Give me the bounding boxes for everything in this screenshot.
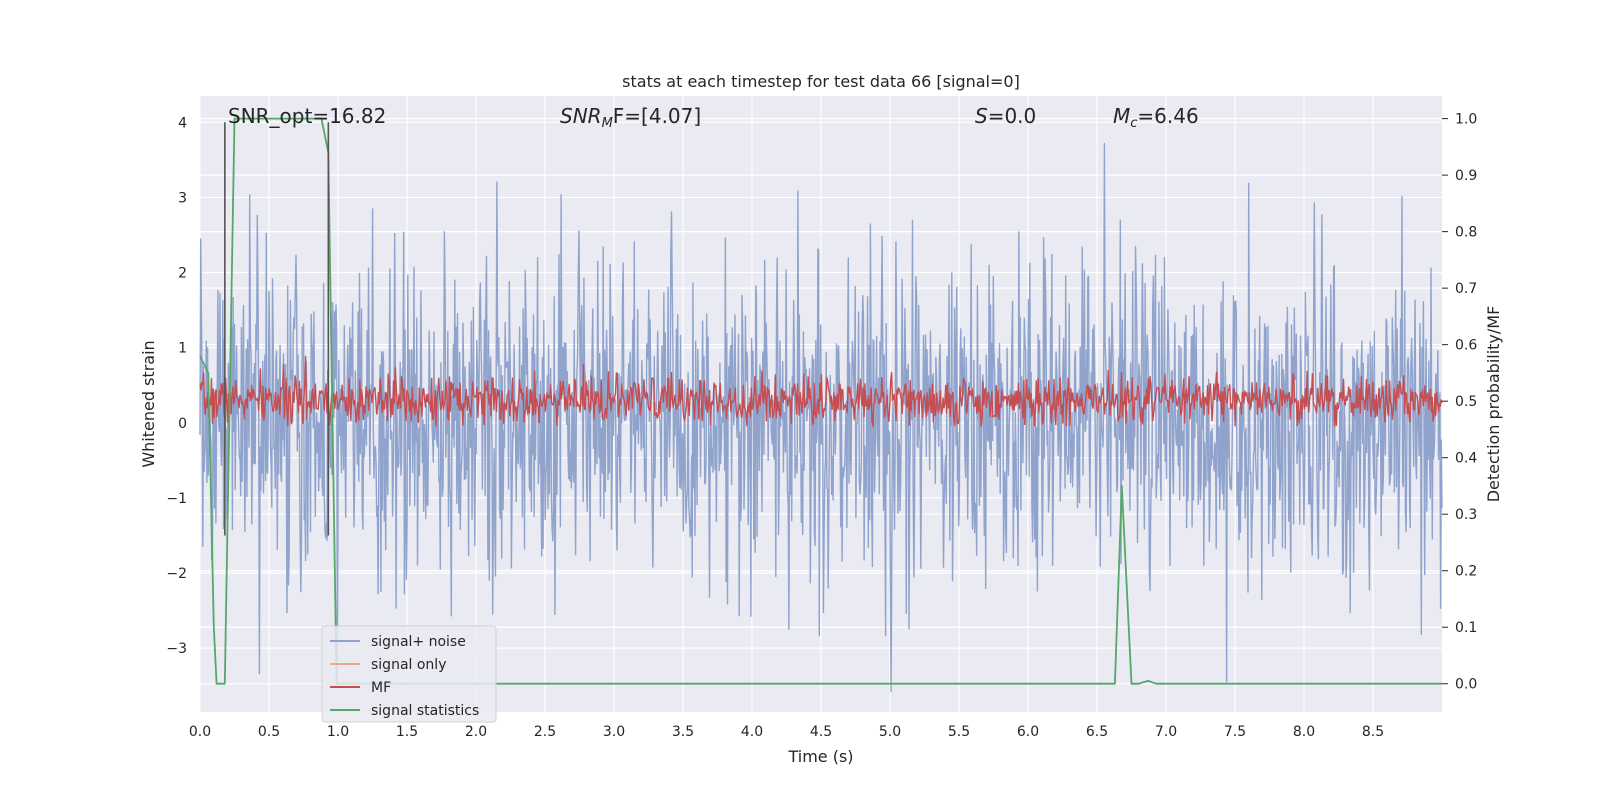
- annotation-mc-rest: =6.46: [1137, 104, 1198, 128]
- annotation-snr-mf-rest: F=[4.07]: [613, 104, 701, 128]
- x-tick-label: 0.5: [258, 724, 280, 740]
- x-tick-label: 6.0: [1017, 724, 1039, 740]
- chart-title: stats at each timestep for test data 66 …: [622, 72, 1020, 91]
- x-tick-label: 4.0: [741, 724, 763, 740]
- x-tick-label: 3.0: [603, 724, 625, 740]
- y-axis-label: Whitened strain: [139, 340, 158, 467]
- annotation-mc-base: M: [1113, 104, 1130, 128]
- annotation-s: S=0.0: [975, 104, 1036, 128]
- x-tick-label: 2.0: [465, 724, 487, 740]
- y-tick-label: 1: [178, 341, 187, 357]
- y2-tick-label: 0.4: [1455, 451, 1477, 467]
- x-tick-label: 5.5: [948, 724, 970, 740]
- x-tick-label: 7.0: [1155, 724, 1177, 740]
- y2-tick-label: 0.0: [1455, 677, 1477, 693]
- x-tick-label: 6.5: [1086, 724, 1108, 740]
- y2-tick-label: 0.9: [1455, 168, 1477, 184]
- x-tick-label: 8.5: [1362, 724, 1384, 740]
- annotation-snr-opt: SNR_opt=16.82: [228, 104, 386, 128]
- x-tick-label: 2.5: [534, 724, 556, 740]
- x-axis-label: Time (s): [787, 747, 853, 766]
- x-tick-label: 3.5: [672, 724, 694, 740]
- y2-tick-label: 0.5: [1455, 394, 1477, 410]
- annotation-snr-mf: SNRMF=[4.07]: [560, 104, 701, 131]
- y2-tick-label: 0.2: [1455, 564, 1477, 580]
- y-tick-label: 0: [178, 416, 187, 432]
- vertical-markers: [224, 122, 330, 536]
- legend-label: signal statistics: [371, 703, 479, 719]
- legend: signal+ noise signal only MF signal statist…: [321, 625, 497, 723]
- annotation-s-rest: =0.0: [988, 104, 1037, 128]
- annotation-mc: Mc=6.46: [1113, 104, 1199, 131]
- legend-box: [321, 625, 497, 723]
- y-tick-label: 2: [178, 266, 187, 282]
- y2-tick-label: 0.6: [1455, 338, 1477, 354]
- annotation-snr-mf-sub: M: [602, 116, 613, 131]
- y2-axis-label: Detection probability/MF: [1484, 306, 1503, 503]
- y-axis-ticks: −3 −2 −1 0 1 2 3 4: [166, 115, 187, 657]
- annotation-s-var: S: [975, 104, 988, 128]
- legend-label: signal+ noise: [371, 634, 466, 650]
- legend-label: signal only: [371, 657, 446, 673]
- y2-tick-label: 0.3: [1455, 507, 1477, 523]
- x-tick-label: 7.5: [1224, 724, 1246, 740]
- series-line-mf: [199, 355, 1443, 428]
- y2-tick-label: 0.1: [1455, 620, 1477, 636]
- legend-label: MF: [371, 680, 391, 696]
- x-tick-label: 1.5: [396, 724, 418, 740]
- x-tick-label: 0.0: [189, 724, 211, 740]
- x-axis-ticks: 0.0 0.5 1.0 1.5 2.0 2.5 3.0 3.5 4.0 4.5 5.0 5.5 6.0 6…: [189, 724, 1384, 740]
- y2-tick-label: 0.8: [1455, 225, 1477, 241]
- x-tick-label: 8.0: [1293, 724, 1315, 740]
- y-tick-label: 4: [178, 115, 187, 131]
- y2-axis-ticks: 0.0 0.1 0.2 0.3 0.4 0.5 0.6 0.7 0.8 0.9 1.0: [1442, 112, 1477, 693]
- x-tick-label: 5.0: [879, 724, 901, 740]
- annotations: SNR_opt=16.82 SNRMF=[4.07] S=0.0 Mc=6.46: [228, 104, 1199, 131]
- annotation-mc-sub: c: [1130, 116, 1137, 131]
- y-tick-label: −2: [166, 566, 187, 582]
- annotation-snr-mf-base: SNR: [560, 104, 602, 128]
- x-tick-label: 4.5: [810, 724, 832, 740]
- y2-tick-label: 1.0: [1455, 112, 1477, 128]
- y-tick-label: −3: [166, 641, 187, 657]
- y-tick-label: 3: [178, 190, 187, 206]
- x-tick-label: 1.0: [327, 724, 349, 740]
- y2-tick-label: 0.7: [1455, 281, 1477, 297]
- y-tick-label: −1: [166, 491, 187, 507]
